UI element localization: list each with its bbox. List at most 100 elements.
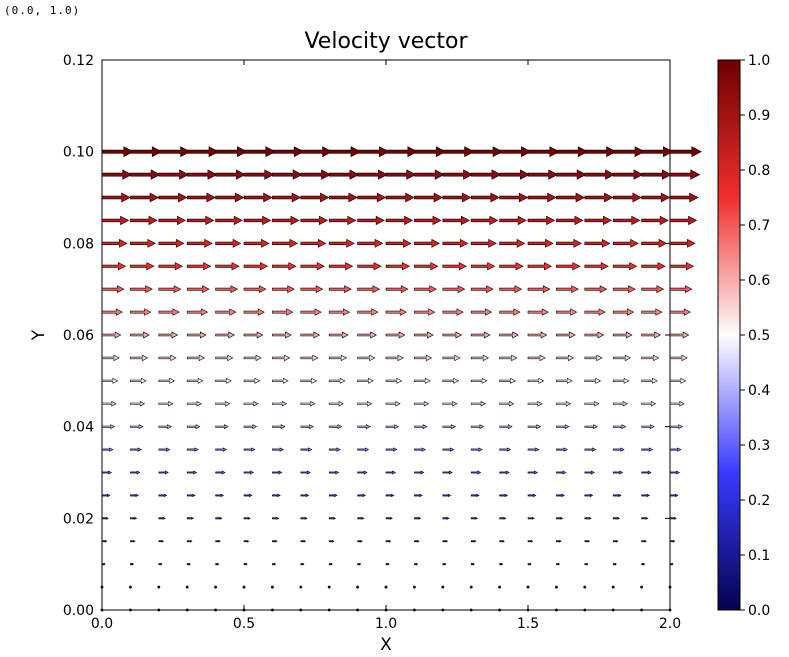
velocity-arrow [470, 586, 473, 589]
velocity-arrow [585, 494, 593, 496]
velocity-arrow [528, 309, 548, 315]
velocity-arrow [244, 193, 272, 202]
velocity-arrow [244, 332, 263, 338]
velocity-arrow [187, 147, 218, 157]
velocity-arrow [216, 378, 232, 383]
velocity-arrow [158, 609, 161, 612]
velocity-arrow [584, 586, 587, 589]
velocity-arrow [130, 378, 146, 383]
velocity-arrow [642, 193, 670, 202]
velocity-arrow [642, 332, 661, 338]
velocity-arrow [471, 216, 498, 224]
velocity-arrow [443, 402, 457, 406]
velocity-arrow [244, 239, 269, 247]
velocity-arrow [642, 402, 656, 406]
velocity-arrow [471, 309, 491, 315]
velocity-arrow [556, 147, 587, 157]
velocity-arrow [613, 239, 638, 247]
velocity-arrow [613, 471, 622, 474]
velocity-arrow [527, 609, 530, 612]
velocity-arrow [443, 563, 446, 565]
velocity-arrow [528, 170, 558, 179]
velocity-arrow [216, 355, 233, 360]
velocity-arrow [358, 147, 389, 157]
velocity-arrow [670, 286, 692, 293]
velocity-arrow [556, 170, 586, 179]
velocity-arrow [556, 193, 584, 202]
velocity-arrow [159, 494, 167, 496]
velocity-arrow [500, 448, 511, 451]
velocity-arrow [130, 332, 149, 338]
velocity-arrow [272, 239, 297, 247]
colorbar-ticks: 0.00.10.20.30.40.50.60.70.80.91.0 [740, 53, 770, 619]
velocity-arrow [358, 332, 377, 338]
velocity-arrow [159, 309, 179, 315]
velocity-arrow [443, 448, 454, 451]
velocity-arrow [301, 448, 312, 451]
velocity-arrow [443, 147, 474, 157]
velocity-arrow [130, 425, 142, 429]
velocity-arrow [102, 193, 130, 202]
velocity-arrow [555, 586, 558, 589]
velocity-arrow [528, 239, 553, 247]
velocity-arrow [102, 286, 124, 293]
velocity-arrow [243, 609, 246, 612]
velocity-arrow [613, 494, 621, 496]
velocity-arrow [613, 517, 619, 519]
velocity-arrow [187, 286, 209, 293]
velocity-arrow [642, 563, 645, 565]
velocity-arrow [414, 540, 419, 542]
velocity-arrow [585, 425, 597, 429]
velocity-arrow [187, 332, 206, 338]
velocity-arrow [555, 609, 558, 612]
velocity-arrow [642, 471, 651, 474]
velocity-arrow [271, 586, 274, 589]
velocity-arrow [159, 471, 168, 474]
velocity-arrow [414, 378, 430, 383]
velocity-arrow [585, 448, 596, 451]
velocity-arrow [130, 540, 135, 542]
velocity-arrow [471, 517, 477, 519]
velocity-arrow [102, 448, 113, 451]
velocity-arrow [301, 263, 324, 270]
velocity-arrow [329, 402, 343, 406]
velocity-arrow [471, 332, 490, 338]
y-tick-label: 0.00 [63, 603, 94, 619]
velocity-arrow [130, 517, 136, 519]
velocity-arrow [443, 355, 460, 360]
velocity-arrow [500, 471, 509, 474]
velocity-arrow [159, 263, 182, 270]
velocity-arrow [443, 471, 452, 474]
velocity-arrow [670, 355, 687, 360]
velocity-arrow [612, 586, 615, 589]
velocity-arrow [500, 193, 528, 202]
velocity-arrow [528, 193, 556, 202]
colorbar-tick-label: 0.5 [748, 328, 770, 344]
velocity-arrow [414, 216, 441, 224]
velocity-arrow [471, 170, 501, 179]
velocity-arrow [585, 239, 610, 247]
velocity-arrow [386, 517, 392, 519]
velocity-arrow [329, 378, 345, 383]
velocity-arrow [670, 402, 684, 406]
velocity-arrow [471, 540, 476, 542]
velocity-arrow [159, 378, 175, 383]
velocity-arrow [556, 332, 575, 338]
velocity-arrow [130, 170, 160, 179]
velocity-arrow [216, 286, 238, 293]
velocity-arrow [642, 448, 653, 451]
x-tick-label: 1.0 [375, 616, 397, 632]
velocity-arrow [130, 402, 144, 406]
velocity-arrow [328, 586, 331, 589]
velocity-arrow [670, 239, 695, 247]
velocity-arrow [187, 425, 199, 429]
velocity-arrow [272, 378, 288, 383]
velocity-arrow [414, 263, 437, 270]
velocity-arrow [528, 494, 536, 496]
velocity-arrow [443, 286, 465, 293]
velocity-arrow [613, 193, 641, 202]
velocity-arrow [556, 355, 573, 360]
velocity-arrow [500, 425, 512, 429]
velocity-arrow [130, 263, 153, 270]
velocity-arrow [471, 494, 479, 496]
